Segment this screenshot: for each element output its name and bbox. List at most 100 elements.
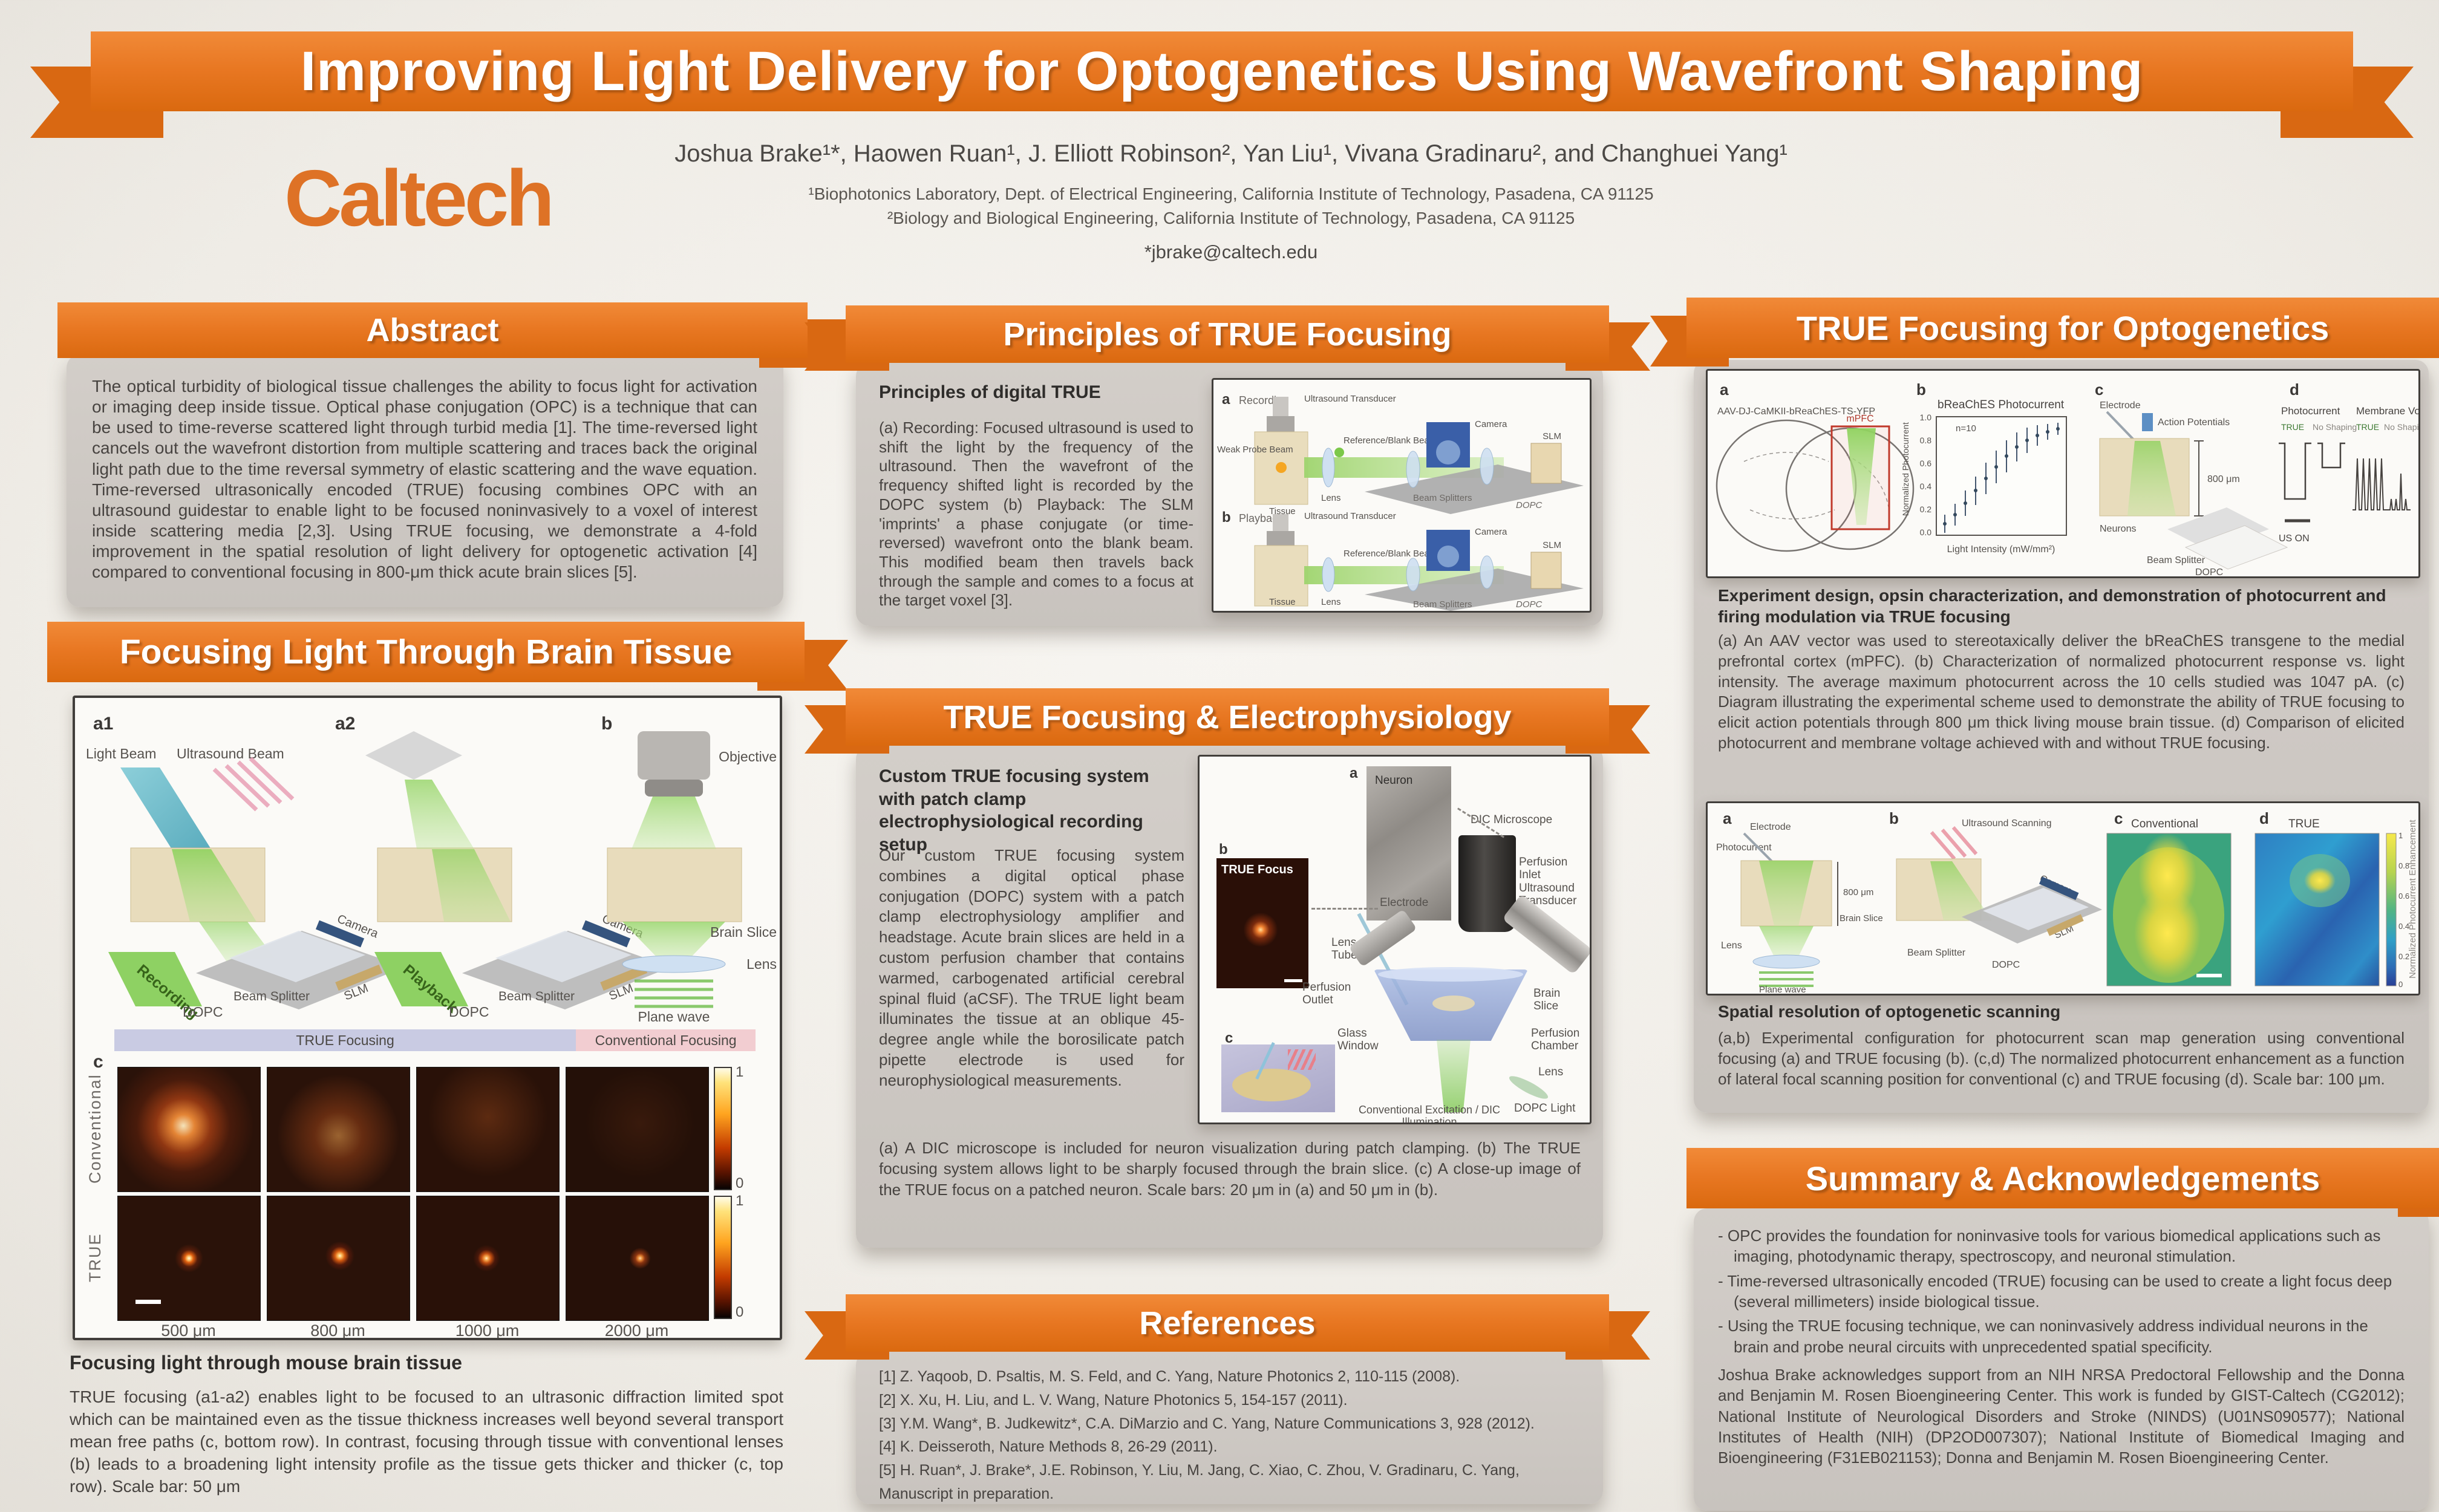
plane-wave-label: Plane wave [638, 1009, 710, 1025]
header-byline-block: Joshua Brake¹*, Haowen Ruan¹, J. Elliott… [641, 140, 1821, 263]
scattered-light-a1 [172, 849, 256, 922]
col-label-500: 500 μm [161, 1321, 216, 1340]
ephys-lens-label: Lens [1538, 1066, 1564, 1078]
references-title: References [1139, 1305, 1316, 1341]
recording-flag [108, 952, 202, 1006]
opto1-dopc-label: DOPC [2195, 567, 2223, 576]
ephys-caption: (a) A DIC microscope is included for neu… [879, 1139, 1581, 1199]
opto2-letter-a: a [1723, 809, 1732, 827]
panel-letter-a2: a2 [335, 714, 355, 734]
ultrasound-beam-label: Ultrasound Beam [177, 746, 284, 761]
prin-tissue-label-b: Tissue [1269, 597, 1296, 607]
prin-camera-label-a: Camera [1475, 419, 1507, 429]
ytick-4: 0.2 [1920, 504, 1932, 514]
principles-figure: a Recording Ultrasound Transducer Weak P… [1212, 378, 1592, 613]
true-focus-label: TRUE Focus [1221, 863, 1293, 876]
ytick-0: 1.0 [1920, 412, 1932, 422]
ytick-1: 0.8 [1920, 435, 1932, 445]
opto2-depth-label: 800 μm [1843, 887, 1873, 898]
summary-bullets: - OPC provides the foundation for noninv… [1718, 1225, 2405, 1357]
ephys-letter-c: c [1225, 1030, 1233, 1046]
references-list: [1] Z. Yaqoob, D. Psaltis, M. S. Feld, a… [879, 1365, 1581, 1506]
prin-bslens1-b [1406, 558, 1420, 591]
perfusion-outlet-label: Perfusion Outlet [1302, 981, 1351, 1006]
prin-lens-label-b: Lens [1321, 597, 1341, 607]
opto2-plane-wave-shape [1759, 971, 1814, 987]
cb2-max: 1 [736, 1193, 744, 1209]
cb1-max: 1 [736, 1064, 744, 1080]
opto2-lens-shape [1752, 954, 1820, 969]
reference-item: [1] Z. Yaqoob, D. Psaltis, M. S. Feld, a… [879, 1368, 1460, 1385]
brain-subheading: Focusing light through mouse brain tissu… [70, 1352, 462, 1374]
cb-tick-3: 0.4 [2398, 922, 2409, 931]
summary-ribbon-band: Summary & Acknowledgements [1686, 1148, 2439, 1208]
opto-sub2-body: (a,b) Experimental configuration for pho… [1718, 1029, 2405, 1088]
opto2-letter-d: d [2259, 809, 2269, 827]
plot-title: bReaChES Photocurrent [1938, 399, 2065, 411]
plot-ylabel: Normalized Photocurrent [1901, 422, 1910, 516]
ytick-3: 0.4 [1920, 481, 1932, 491]
row-label-true: TRUE [86, 1233, 104, 1283]
slm-shape-a1 [335, 964, 383, 991]
conventional-excitation-label: Conventional Excitation / DIC Illuminati… [1358, 1104, 1501, 1124]
ephys-ribbon: TRUE Focusing & Electrophysiology [805, 688, 1650, 754]
true-focus-image: TRUE Focus [1216, 858, 1308, 988]
colorbar-label: Normalized Photocurrent Enhancement [2408, 820, 2418, 979]
affiliation-2: ²Biology and Biological Engineering, Cal… [887, 209, 1575, 227]
reference-item: [2] X. Xu, H. Liu, and L. V. Wang, Natur… [879, 1391, 1348, 1409]
acknowledgements-body: Joshua Brake acknowledges support from a… [1718, 1366, 2405, 1467]
neuron-label: Neuron [1375, 774, 1413, 787]
opto-sub1-body: (a) An AAV vector was used to stereotaxi… [1718, 631, 2405, 752]
dopc-light-label: DOPC Light [1514, 1102, 1576, 1115]
principles-body: (a) Recording: Focused ultrasound is use… [879, 419, 1193, 610]
principles-ribbon: Principles of TRUE Focusing [805, 305, 1650, 371]
ultrasound-scanning-label: Ultrasound Scanning [1962, 818, 2052, 829]
transducer-b-top [1273, 514, 1288, 532]
ephys-letter-a: a [1350, 765, 1358, 781]
trace-true-label-pc: TRUE [2281, 422, 2304, 432]
true-tile-500 [117, 1196, 261, 1321]
objective-label: Objective [719, 749, 777, 764]
reference-item: [4] K. Deisseroth, Nature Methods 8, 26-… [879, 1438, 1218, 1456]
ytick-5: 0.0 [1920, 527, 1932, 537]
map-conv-scalebar [2196, 974, 2222, 977]
bar-true-focusing: TRUE Focusing [114, 1029, 576, 1051]
summary-panel: - OPC provides the foundation for noninv… [1694, 1208, 2429, 1511]
summary-ribbon: Summary & Acknowledgements [1686, 1148, 2439, 1217]
principles-subheading: Principles of digital TRUE [879, 382, 1101, 402]
summary-bullet: - OPC provides the foundation for noninv… [1718, 1227, 2381, 1266]
poster-title: Improving Light Delivery for Optogenetic… [300, 40, 2144, 102]
beam-splitter-label-a2: Beam Splitter [498, 989, 575, 1003]
slm-plate-a2 [365, 731, 462, 780]
reference-item: [5] H. Ruan*, J. Brake*, J.E. Robinson, … [879, 1462, 1520, 1502]
pc-trace-true [2279, 442, 2311, 500]
transducer-a-top [1273, 397, 1288, 417]
opto-figure2: a Electrode Photocurrent 800 μm Brain Sl… [1706, 801, 2420, 996]
perfusion-inlet-label: Perfusion Inlet [1519, 856, 1568, 881]
colorbar-conventional [714, 1067, 732, 1190]
opto1-letter-a: a [1720, 380, 1729, 399]
beam-splitter-a1 [229, 931, 365, 982]
prin-bslens1-a [1406, 451, 1420, 488]
references-ribbon: References [805, 1294, 1650, 1360]
chamber-rim [1378, 967, 1523, 982]
objective-beam [632, 797, 716, 849]
dic-microscope-label: DIC Microscope [1471, 813, 1553, 826]
prin-tissue-b [1254, 545, 1308, 607]
opto1-ap-box [2142, 413, 2153, 431]
glass-window-label: Glass Window [1337, 1027, 1379, 1052]
transducer-a-base [1267, 416, 1295, 432]
opto2-electrode-label: Electrode [1750, 822, 1791, 832]
prin-platform-a [1365, 464, 1584, 514]
aav-label: AAV-DJ-CaMKII-bReaChES-TS-YFP [1717, 406, 1875, 417]
prin-lens-b [1322, 557, 1335, 592]
objective-tip [645, 780, 703, 797]
opto2-camera-shape [2039, 876, 2079, 901]
opto1-beam [2127, 441, 2176, 516]
plot-points [1943, 427, 2060, 526]
panel-letter-a1: a1 [93, 714, 113, 734]
refbeam-ball-a [1334, 448, 1344, 457]
mv-trace-true [2352, 458, 2386, 510]
row-label-conventional: Conventional [86, 1074, 104, 1184]
dopc-label-a2: DOPC [449, 1004, 489, 1020]
